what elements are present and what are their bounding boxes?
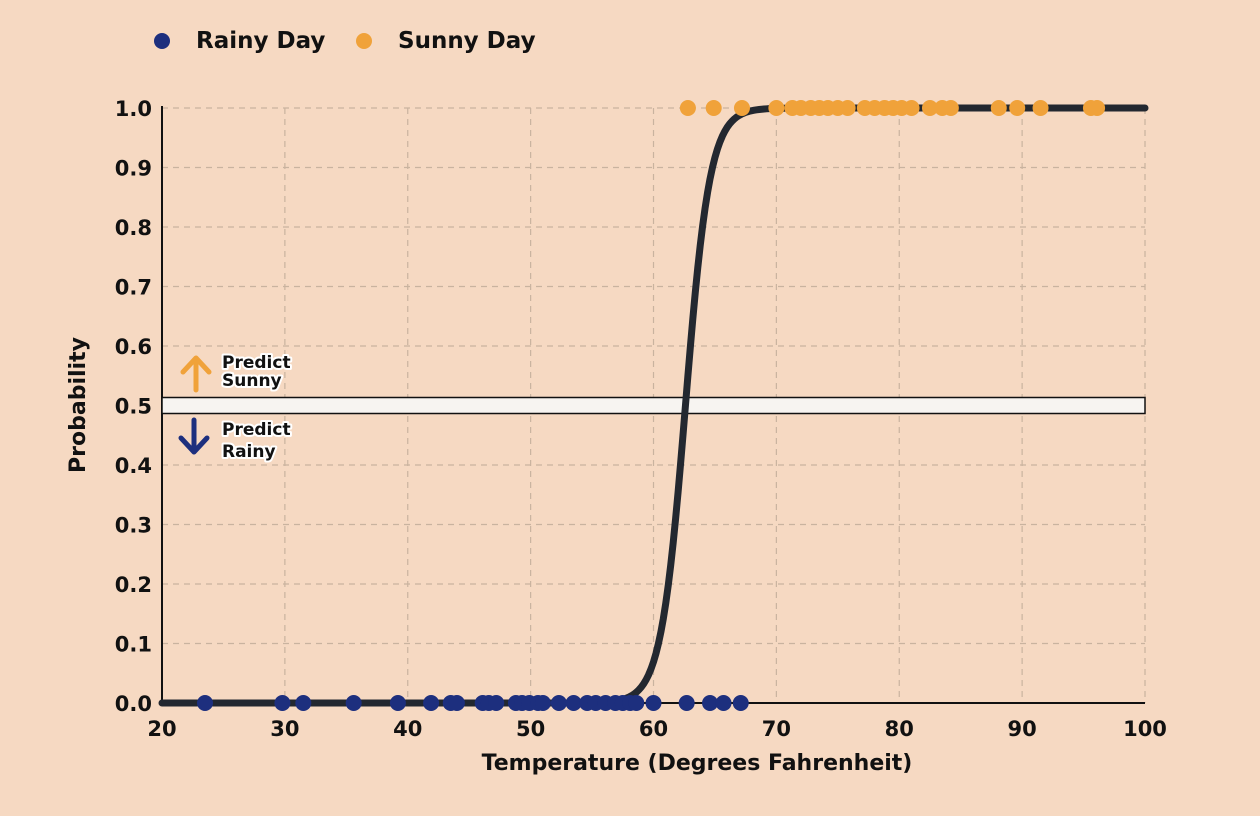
rainy-day-point xyxy=(628,695,645,711)
sunny-day-legend-marker xyxy=(356,33,372,49)
sunny-day-point xyxy=(921,100,938,116)
sunny-day-point xyxy=(679,100,696,116)
y-tick-label: 0.0 xyxy=(115,692,152,716)
x-tick-label: 50 xyxy=(516,717,545,741)
rainy-day-point xyxy=(550,695,567,711)
y-tick-label: 0.8 xyxy=(115,216,152,240)
sunny-day-point xyxy=(990,100,1007,116)
sunny-day-point xyxy=(733,100,750,116)
sunny-day-point xyxy=(839,100,856,116)
predict-sunny-label: Predict xyxy=(222,353,291,373)
sunny-day-point xyxy=(903,100,920,116)
threshold-band xyxy=(161,396,1146,415)
rainy-day-point xyxy=(678,695,695,711)
data-points xyxy=(197,100,1106,711)
rainy-day-point xyxy=(645,695,662,711)
rainy-day-point xyxy=(702,695,719,711)
logistic-curve xyxy=(158,104,1149,707)
x-tick-label: 20 xyxy=(147,717,176,741)
y-tick-label: 0.5 xyxy=(115,395,152,419)
rainy-day-point xyxy=(345,695,362,711)
x-tick-label: 100 xyxy=(1123,717,1167,741)
y-tick-label: 0.7 xyxy=(115,276,152,300)
rainy-day-point xyxy=(423,695,440,711)
threshold-band-rect xyxy=(161,396,1146,415)
y-tick-label: 1.0 xyxy=(115,97,152,121)
logistic-curve-line xyxy=(158,104,1149,707)
y-axis-title: Probability xyxy=(66,337,91,473)
sunny-day-point xyxy=(768,100,785,116)
rainy-day-point xyxy=(197,695,214,711)
predict-rainy-arrow-icon xyxy=(178,417,210,455)
sunny-day-legend-label: Sunny Day xyxy=(398,28,536,54)
rainy-day-point xyxy=(534,695,551,711)
y-tick-label: 0.3 xyxy=(115,514,152,538)
x-tick-label: 80 xyxy=(885,717,914,741)
y-tick-label: 0.1 xyxy=(115,633,152,657)
rainy-day-point xyxy=(488,695,505,711)
predict-rainy-label: Predict xyxy=(222,420,291,440)
rainy-day-point xyxy=(565,695,582,711)
y-tick-label: 0.2 xyxy=(115,573,152,597)
predict-sunny-label: Sunny xyxy=(222,371,282,391)
sunny-day-point xyxy=(1089,100,1106,116)
y-tick-label: 0.6 xyxy=(115,335,152,359)
rainy-day-point xyxy=(389,695,406,711)
rainy-day-point xyxy=(715,695,732,711)
x-tick-label: 70 xyxy=(762,717,791,741)
rainy-day-point xyxy=(732,695,749,711)
rainy-day-point xyxy=(274,695,291,711)
x-tick-label: 40 xyxy=(393,717,422,741)
sunny-day-point xyxy=(1009,100,1026,116)
sunny-day-point xyxy=(705,100,722,116)
tick-labels: 20 30 40 50 60 70 80 90 100 0.0 0.1 0.2 0.3 0.4 0.5 0.6… xyxy=(115,97,1167,741)
rainy-day-legend-label: Rainy Day xyxy=(196,28,325,54)
rainy-day-legend-marker xyxy=(154,33,170,49)
sunny-day-point xyxy=(942,100,959,116)
y-tick-label: 0.4 xyxy=(115,454,152,478)
predict-sunny-arrow-icon xyxy=(180,355,212,393)
y-tick-label: 0.9 xyxy=(115,157,152,181)
x-tick-label: 60 xyxy=(639,717,668,741)
sunny-day-point xyxy=(1032,100,1049,116)
rainy-day-point xyxy=(295,695,312,711)
rainy-day-point xyxy=(448,695,465,711)
x-axis-title: Temperature (Degrees Fahrenheit) xyxy=(482,751,913,776)
x-tick-label: 30 xyxy=(270,717,299,741)
legend: Rainy Day Sunny Day xyxy=(154,28,536,54)
predict-rainy-label: Rainy xyxy=(222,442,276,462)
x-tick-label: 90 xyxy=(1008,717,1037,741)
